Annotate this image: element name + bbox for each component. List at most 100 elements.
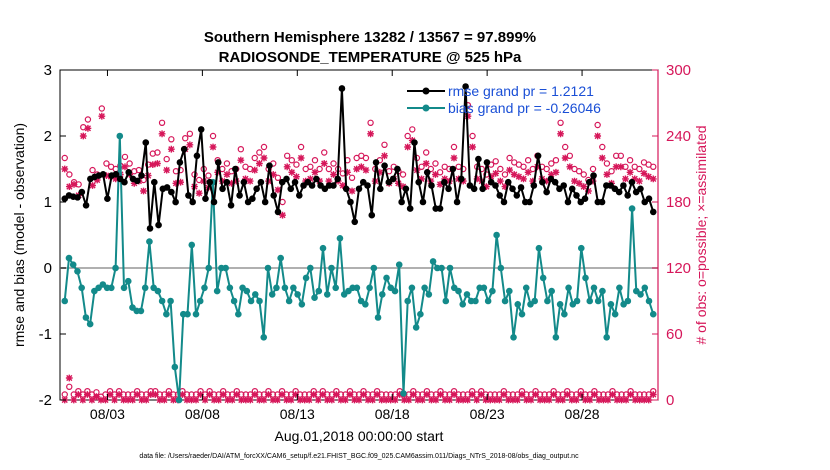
obs_assimilated-marker (233, 391, 241, 398)
bias-point (594, 297, 602, 305)
bias-point (353, 284, 361, 292)
obs_assimilated_upper-marker (594, 132, 602, 140)
obs_possible_upper-marker (168, 136, 175, 143)
bias-point (226, 284, 234, 292)
bias-point (247, 297, 255, 305)
obs_assimilated_upper-marker (274, 186, 282, 194)
obs_assimilated-marker (428, 396, 435, 404)
obs_assimilated_upper-marker (232, 177, 240, 185)
obs_assimilated-marker (514, 396, 521, 404)
obs_possible_upper-marker (492, 158, 499, 165)
rmse-point (219, 185, 226, 193)
bias-point (78, 284, 85, 292)
y-tick-label-right: 180 (666, 194, 691, 211)
bias-point (556, 301, 564, 308)
obs_possible_upper-marker (506, 154, 513, 162)
obs_possible_upper-marker (103, 160, 110, 167)
obs_assimilated-marker (477, 391, 485, 398)
rmse-point (257, 178, 265, 186)
obs_assimilated-marker (215, 396, 223, 404)
obs_assimilated-marker (287, 396, 295, 404)
rmse-point (440, 178, 448, 186)
obs_assimilated-marker (631, 396, 639, 404)
obs_assimilated_upper-marker (242, 175, 249, 183)
obs_assimilated_upper-marker (167, 145, 175, 153)
obs_possible_upper-marker (209, 132, 217, 140)
obs_assimilated-marker (351, 396, 358, 404)
rmse-point (581, 195, 589, 202)
obs_assimilated-marker (188, 396, 195, 404)
obs_assimilated-marker (400, 396, 408, 404)
obs_possible_upper-marker (163, 155, 170, 163)
obs_possible_upper-marker (66, 171, 73, 178)
bias-point (586, 297, 594, 305)
bias-point (417, 310, 424, 318)
rmse-point (479, 185, 486, 193)
obs_assimilated-marker (591, 391, 598, 398)
bias-point (158, 297, 166, 305)
obs_possible_upper-marker (552, 156, 560, 164)
obs_assimilated_upper-marker (496, 177, 504, 185)
obs_assimilated-marker (210, 396, 218, 404)
obs_possible_upper-marker (562, 143, 569, 151)
obs_assimilated-marker (545, 396, 553, 404)
obs_possible_upper-marker (307, 163, 314, 170)
rmse-point (449, 165, 457, 173)
obs_assimilated_upper-marker (571, 177, 578, 185)
obs_possible_upper-marker (260, 143, 268, 151)
obs_assimilated_upper-marker (288, 168, 296, 176)
obs_possible_upper-marker (548, 160, 555, 167)
rmse-point (189, 198, 196, 206)
obs_possible_upper-marker (524, 156, 532, 164)
obs_assimilated-marker (618, 396, 625, 404)
obs_assimilated-marker (310, 391, 318, 398)
rmse-point (172, 198, 179, 206)
obs_possible_upper-marker (121, 153, 129, 161)
y-tick-label-left: 1 (44, 194, 52, 211)
obs_assimilated-marker (509, 396, 517, 404)
obs_assimilated_upper-marker (376, 168, 384, 176)
obs_assimilated-marker (224, 396, 232, 404)
obs_assimilated_upper-marker (195, 189, 203, 197)
bias-point (531, 297, 539, 305)
obs_assimilated-marker (409, 391, 417, 398)
rmse-point (163, 184, 171, 191)
rmse-point (377, 185, 384, 193)
obs_assimilated_upper-marker (357, 163, 365, 171)
obs_possible_upper-marker (205, 172, 212, 179)
obs_assimilated_upper-marker (330, 171, 337, 178)
obs_possible_upper-marker (497, 165, 504, 173)
bias-point (607, 301, 615, 308)
obs_assimilated-marker (197, 391, 204, 398)
obs_possible_upper-marker (367, 119, 374, 127)
obs_possible_upper-marker (617, 152, 625, 159)
obs_assimilated-marker (396, 391, 404, 398)
obs_assimilated_upper-marker (61, 165, 69, 173)
obs_assimilated-marker (314, 396, 322, 404)
obs_assimilated-marker (518, 391, 526, 398)
obs_assimilated-marker (301, 396, 309, 404)
obs_assimilated_upper-marker (473, 175, 481, 183)
bias-point (256, 297, 263, 305)
obs_assimilated_upper-marker (617, 163, 625, 171)
bias-point (323, 291, 331, 298)
rmse-point (543, 188, 550, 196)
obs_assimilated_upper-marker (269, 171, 277, 178)
y-tick-label-left: -1 (39, 326, 52, 343)
bias-point (493, 231, 500, 239)
bias-point (86, 320, 94, 328)
obs_possible_upper-marker (321, 149, 328, 156)
obs_possible_upper-marker (182, 134, 189, 142)
legend: rmse grand pr = 1.2121 bias grand pr = -… (407, 83, 601, 116)
obs_assimilated_upper-marker (339, 182, 347, 189)
obs_possible_upper-marker (589, 165, 597, 173)
bias-point (628, 205, 636, 212)
obs_assimilated_upper-marker (575, 179, 583, 187)
obs_assimilated-marker (387, 396, 395, 404)
obs_assimilated-marker (378, 396, 386, 404)
obs_possible_upper-marker (450, 143, 458, 151)
bias-point (141, 284, 149, 292)
obs_assimilated-marker (455, 396, 462, 404)
bias-point (332, 284, 340, 292)
bias-point (548, 287, 555, 295)
